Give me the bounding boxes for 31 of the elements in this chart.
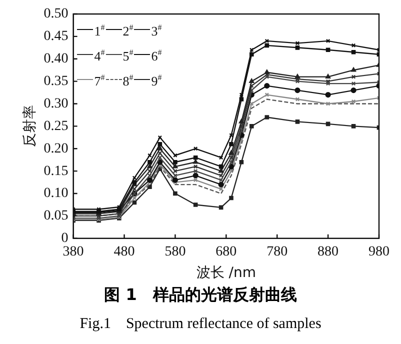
text: 图 1 样品的光谱反射曲线: [103, 285, 298, 306]
y-tick-label: 0.05: [44, 208, 68, 224]
legend-label: 7$^{#}$: [94, 72, 105, 91]
x-tick-label: 680: [216, 244, 237, 260]
y-tick-label: 0.20: [44, 141, 68, 156]
y-tick-label: 0.15: [44, 164, 68, 179]
y-tick-label: 0.40: [44, 52, 68, 67]
text: Fig.1 Spectrum reflectance of samples: [78, 315, 322, 333]
x-tick-label: 580: [164, 244, 186, 260]
y-tick-label: 0.30: [44, 96, 68, 112]
legend-label: 2$^{#}$: [122, 22, 134, 40]
legend-label: 9$^{#}$: [151, 72, 162, 91]
y-tick-label: 0.35: [44, 74, 68, 89]
x-tick-label: 380: [62, 244, 84, 260]
legend-label: 5$^{#}$: [122, 47, 134, 66]
y-tick-label: 0.45: [44, 29, 68, 44]
legend-label: 6$^{#}$: [151, 47, 162, 66]
y-tick-label: 0.25: [44, 118, 68, 134]
legend-label: 3$^{#}$: [151, 22, 162, 40]
x-tick-label: 980: [368, 244, 390, 260]
legend-label: 1$^{#}$: [94, 22, 105, 40]
x-tick-label: 780: [266, 244, 288, 260]
x-axis-title: 波长 /nm: [196, 265, 256, 282]
x-tick-label: 480: [114, 244, 135, 260]
y-tick-label: 0.50: [44, 6, 68, 22]
legend-label: 4$^{#}$: [94, 47, 105, 66]
legend-label: 8$^{#}$: [122, 72, 134, 91]
y-tick-label: 0.10: [44, 186, 68, 202]
x-tick-label: 880: [318, 244, 339, 260]
y-tick-label: 0: [61, 231, 68, 246]
y-axis-title: 反射率: [22, 105, 38, 148]
